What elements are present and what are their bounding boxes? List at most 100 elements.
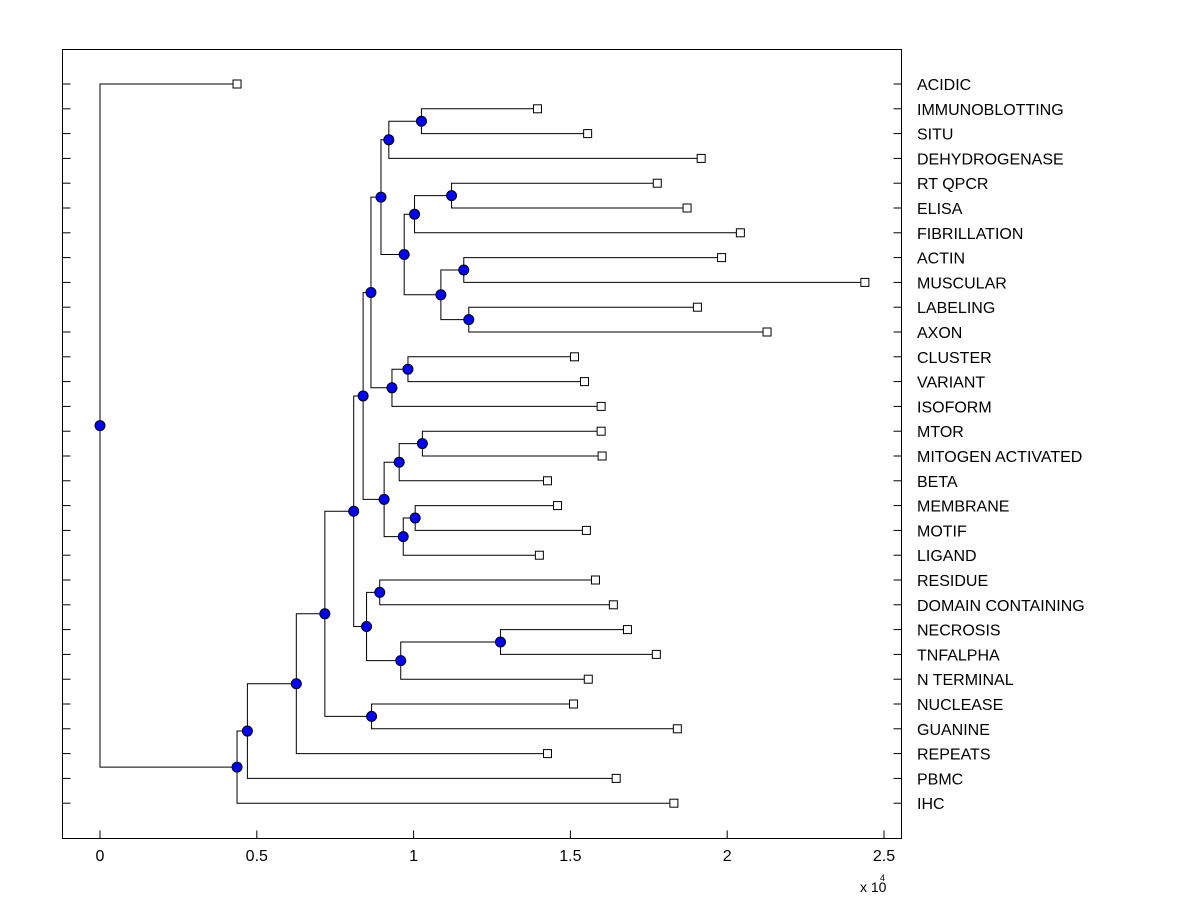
dendrogram-link [383, 499, 404, 538]
cluster-node [357, 390, 369, 402]
leaf-labels: ACIDIC IMMUNOBLOTTING SITU DEHYDROGENASE RT … [917, 77, 1085, 813]
x-scale-exponent: 4 [880, 873, 885, 883]
leaf-label: RT QPCR [917, 176, 988, 193]
leaf-label: REPEATS [917, 747, 991, 764]
leaf-label: DOMAIN CONTAINING [917, 598, 1085, 615]
leaf-label: MEMBRANE [917, 499, 1009, 516]
cluster-node [393, 456, 405, 468]
dendrogram-link [295, 683, 548, 755]
dendrogram-link [324, 613, 372, 717]
dendrogram-link [402, 536, 540, 556]
cluster-node [446, 190, 458, 202]
leaf-marker [622, 625, 632, 635]
cluster-node [319, 608, 331, 620]
leaf-label: LIGAND [917, 548, 977, 565]
dendrogram-link [99, 83, 238, 426]
cluster-node [94, 420, 106, 432]
cluster-node [386, 382, 398, 394]
leaf-marker [611, 773, 621, 783]
cluster-node [290, 678, 302, 690]
leaf-marker [581, 525, 591, 535]
leaf-marker [669, 798, 679, 808]
cluster-node [397, 531, 409, 543]
leaf-marker [860, 277, 870, 287]
leaf-marker [583, 674, 593, 684]
leaf-label: FIBRILLATION [917, 226, 1023, 243]
x-tick-label: 1.5 [559, 848, 581, 865]
cluster-node [365, 286, 377, 298]
cluster-node [409, 208, 421, 220]
leaf-marker [597, 451, 607, 461]
leaf-marker [569, 699, 579, 709]
node-markers [94, 115, 506, 773]
leaf-label: RESIDUE [917, 573, 988, 590]
cluster-node [463, 314, 475, 326]
dendrogram-link [99, 425, 238, 768]
cluster-node [458, 264, 470, 276]
dendrogram-link [414, 214, 741, 234]
leaf-marker [543, 476, 553, 486]
dendrogram-link [324, 510, 354, 614]
leaf-label: TNFALPHA [917, 647, 1000, 664]
leaf-label: MUSCULAR [917, 275, 1007, 292]
cluster-node [383, 134, 395, 146]
leaf-marker [608, 600, 618, 610]
leaf-label: PBMC [917, 771, 963, 788]
leaf-marker [532, 104, 542, 114]
leaf-marker [543, 749, 553, 759]
x-tick-label: 2 [723, 848, 732, 865]
dendrogram-link [295, 613, 325, 684]
leaf-marker [651, 649, 661, 659]
leaf-label: ELISA [917, 201, 963, 218]
cluster-node [415, 115, 427, 127]
y-ticks [62, 83, 902, 804]
dendrogram-link [370, 292, 392, 389]
dendrogram-link [236, 767, 674, 804]
leaf-label: GUANINE [917, 722, 990, 739]
cluster-node [409, 512, 421, 524]
dendrogram-link [440, 269, 464, 295]
leaf-marker [717, 253, 727, 263]
leaf-marker [682, 203, 692, 213]
dendrogram-link [388, 139, 702, 159]
leaf-marker [596, 426, 606, 436]
cluster-node [398, 249, 410, 260]
dendrogram-link [362, 395, 385, 500]
x-tick-label: 0 [96, 848, 105, 865]
leaf-marker [580, 377, 590, 387]
leaf-label: N TERMINAL [917, 672, 1014, 689]
leaf-label: MTOR [917, 424, 964, 441]
plot-frame [62, 49, 902, 839]
leaf-marker [553, 501, 563, 511]
cluster-node [494, 636, 506, 648]
leaf-label: BETA [917, 474, 958, 491]
cluster-node [374, 586, 386, 598]
leaf-label: ISOFORM [917, 399, 992, 416]
dendrogram-link [414, 195, 452, 215]
x-scale-factor: x 10 [860, 879, 887, 895]
leaf-marker [232, 79, 242, 89]
cluster-node [361, 621, 373, 632]
leaf-label: AXON [917, 325, 962, 342]
leaf-label: MOTIF [917, 523, 967, 540]
dendrogram-link [398, 443, 423, 463]
leaf-marker [569, 352, 579, 362]
leaf-label: NUCLEASE [917, 697, 1003, 714]
cluster-node [395, 655, 407, 667]
cluster-node [435, 289, 447, 301]
dendrogram-link [400, 641, 501, 661]
leaf-label: LABELING [917, 300, 995, 317]
dendrogram-link [391, 387, 602, 407]
leaf-marker [652, 178, 662, 188]
leaf-label: CLUSTER [917, 350, 992, 367]
cluster-node [348, 505, 360, 517]
leaf-label: ACTIN [917, 251, 965, 268]
cluster-node [375, 191, 387, 203]
leaf-label: MITOGEN ACTIVATED [917, 449, 1082, 466]
cluster-node [416, 438, 428, 450]
dendrogram-link [400, 660, 589, 680]
leaf-marker [590, 575, 600, 585]
dendrogram-link [246, 731, 617, 779]
x-tick-label: 0.5 [246, 848, 268, 865]
